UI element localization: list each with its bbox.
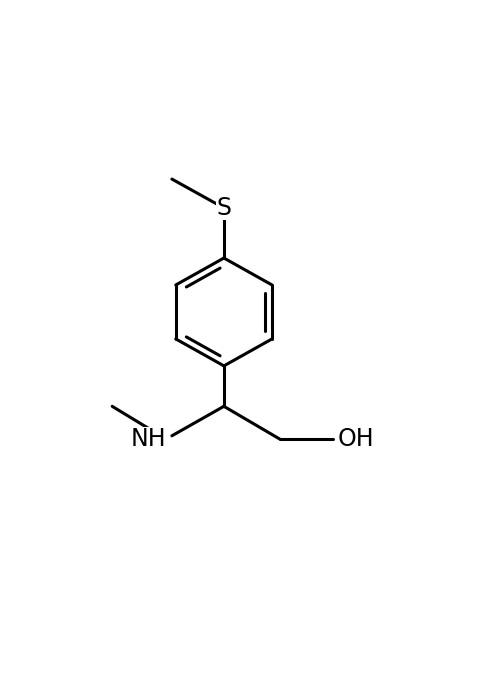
Text: OH: OH [337, 427, 374, 451]
Text: S: S [216, 196, 232, 220]
Text: NH: NH [131, 427, 166, 451]
